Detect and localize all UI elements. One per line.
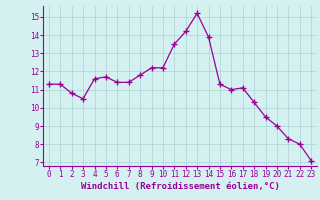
X-axis label: Windchill (Refroidissement éolien,°C): Windchill (Refroidissement éolien,°C) — [81, 182, 279, 191]
